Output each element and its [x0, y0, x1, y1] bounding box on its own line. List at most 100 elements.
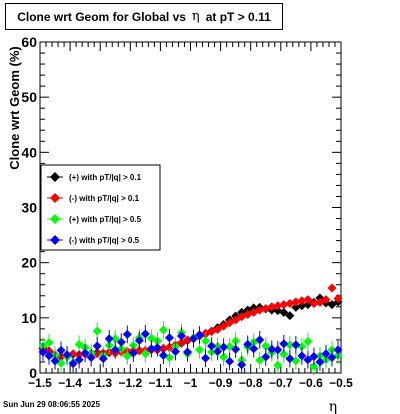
data-point [309, 298, 319, 308]
data-point [116, 337, 126, 347]
data-point [303, 337, 313, 347]
data-point [285, 354, 295, 364]
legend-marker [50, 193, 60, 203]
data-point [327, 353, 337, 363]
data-point [110, 334, 120, 344]
data-point [321, 295, 331, 305]
y-tick-label: 10 [21, 310, 37, 326]
data-point [231, 344, 241, 354]
x-tick-label: −0.5 [329, 376, 353, 390]
data-point [303, 355, 313, 365]
y-tick-label: 0 [29, 365, 37, 381]
data-point [128, 348, 138, 358]
data-point [86, 353, 96, 363]
data-point [315, 357, 325, 367]
data-point [158, 325, 168, 335]
data-point [92, 341, 102, 351]
data-point [285, 340, 295, 350]
y-tick-label: 50 [21, 89, 37, 105]
data-point [321, 349, 331, 359]
x-tick-label: −0.8 [239, 376, 263, 390]
data-point [279, 300, 289, 310]
legend-label: (+) with pT/|q| > 0.1 [69, 173, 142, 182]
legend-marker [50, 214, 60, 224]
data-point [201, 336, 211, 346]
data-point [44, 338, 54, 348]
data-point [182, 347, 192, 357]
data-point [261, 352, 271, 362]
data-point [225, 356, 235, 366]
data-point [219, 342, 229, 352]
data-point [62, 350, 72, 360]
data-point [38, 347, 48, 357]
data-point [303, 295, 313, 305]
data-point [50, 356, 60, 366]
data-point [261, 341, 271, 351]
y-tick-label: 20 [21, 255, 37, 271]
data-point [80, 348, 90, 358]
data-point [140, 349, 150, 359]
data-point [279, 339, 289, 349]
data-point [195, 330, 205, 340]
data-point [297, 296, 307, 306]
data-point [273, 301, 283, 311]
chart-title-suffix: at pT > 0.11 [205, 9, 271, 24]
data-point [333, 294, 343, 304]
data-point [273, 360, 283, 370]
x-tick-label: −0.7 [269, 376, 293, 390]
data-point [104, 334, 114, 344]
data-point [297, 351, 307, 361]
data-point [170, 346, 180, 356]
data-point [327, 283, 337, 293]
data-point [243, 339, 253, 349]
data-point [267, 302, 277, 312]
chart-title-box: Clone wrt Geom for Global vs η at pT > 0… [5, 3, 283, 30]
data-point [146, 344, 156, 354]
legend-label: (-) with pT/|q| > 0.5 [69, 236, 140, 245]
legend-box [40, 164, 161, 251]
chart-title-eta: η [191, 9, 200, 24]
legend-label: (-) with pT/|q| > 0.1 [69, 194, 140, 203]
date-stamp: Sun Jun 29 08:06:55 2025 [3, 400, 100, 409]
data-point [110, 345, 120, 355]
data-point [74, 339, 84, 349]
x-tick-label: −1 [184, 376, 198, 390]
data-point [291, 340, 301, 350]
data-point [333, 345, 343, 355]
legend-marker [50, 235, 60, 245]
x-tick-label: −0.9 [209, 376, 233, 390]
data-point [279, 307, 289, 317]
x-tick-label: −1.1 [149, 376, 173, 390]
data-point [176, 331, 186, 341]
series-4 [38, 325, 343, 374]
data-point [255, 335, 265, 345]
chart-title-prefix: Clone wrt Geom for Global vs [17, 9, 186, 24]
data-point [249, 344, 259, 354]
data-point [98, 354, 108, 364]
x-tick-label: −0.6 [299, 376, 323, 390]
data-point [309, 351, 319, 361]
data-point [134, 335, 144, 345]
data-point [291, 297, 301, 307]
data-point [158, 350, 168, 360]
data-point [189, 334, 199, 344]
data-point [279, 349, 289, 359]
y-tick-label: 60 [21, 34, 37, 50]
data-point [309, 361, 319, 371]
data-point [219, 352, 229, 362]
data-point [219, 321, 229, 331]
data-point [44, 351, 54, 361]
legend: (+) with pT/|q| > 0.1 (-) with pT/|q| > 0… [40, 164, 161, 251]
data-point [56, 345, 66, 355]
x-axis-label: η [329, 399, 337, 414]
x-tick-label: −1.4 [58, 376, 82, 390]
data-point [267, 344, 277, 354]
data-point [152, 343, 162, 353]
data-point [207, 341, 217, 351]
data-point [273, 345, 283, 355]
data-point [164, 333, 174, 343]
legend-label: (+) with pT/|q| > 0.5 [69, 215, 142, 224]
x-tick-label: −1.3 [88, 376, 112, 390]
y-tick-label: 30 [21, 200, 37, 216]
